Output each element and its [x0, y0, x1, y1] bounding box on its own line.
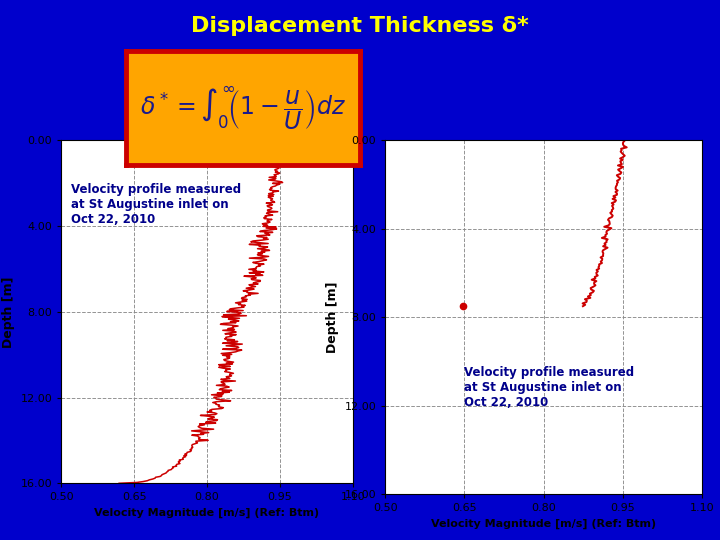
X-axis label: Velocity Magnitude [m/s] (Ref: Btm): Velocity Magnitude [m/s] (Ref: Btm) — [431, 519, 656, 529]
Y-axis label: Depth [m]: Depth [m] — [2, 276, 15, 348]
Text: Velocity profile measured
at St Augustine inlet on
Oct 22, 2010: Velocity profile measured at St Augustin… — [464, 366, 634, 409]
Text: $\delta^* = \int_0^\infty \!\!\left(1 - \dfrac{u}{U}\right)dz$: $\delta^* = \int_0^\infty \!\!\left(1 - … — [140, 84, 346, 132]
X-axis label: Velocity Magnitude [m/s] (Ref: Btm): Velocity Magnitude [m/s] (Ref: Btm) — [94, 508, 320, 518]
Y-axis label: Depth [m]: Depth [m] — [326, 281, 339, 353]
Text: Velocity profile measured
at St Augustine inlet on
Oct 22, 2010: Velocity profile measured at St Augustin… — [71, 183, 241, 226]
Text: Displacement Thickness δ*: Displacement Thickness δ* — [191, 16, 529, 36]
